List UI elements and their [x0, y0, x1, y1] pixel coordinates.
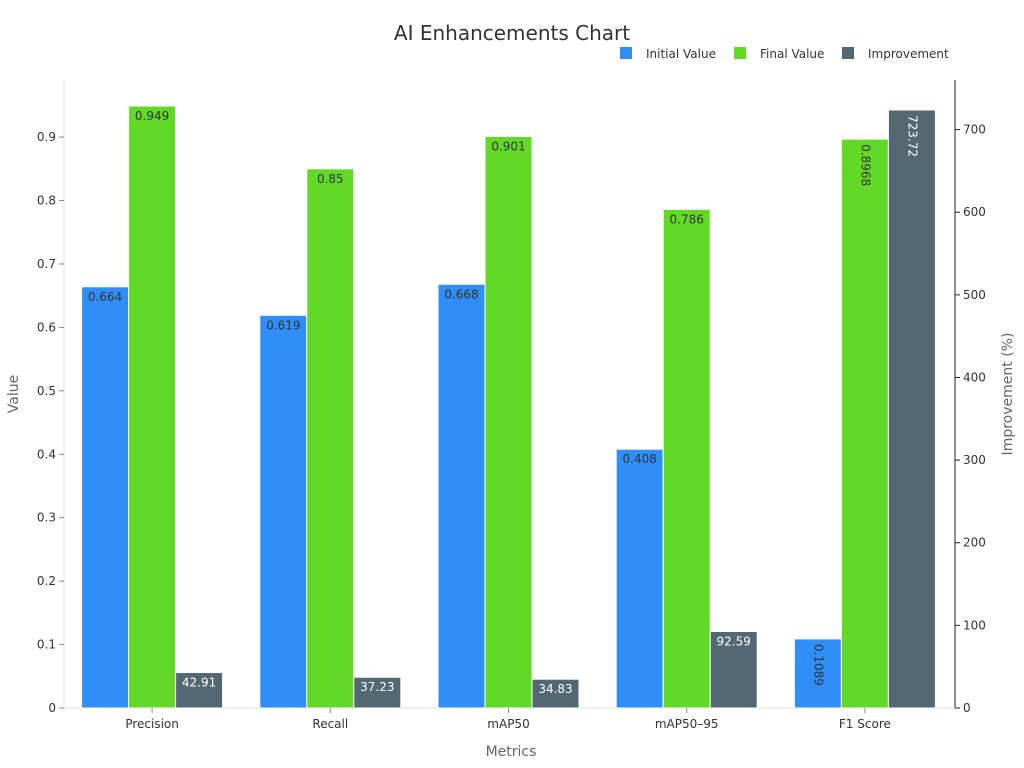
bar-improvement-map50[interactable] [531, 678, 580, 709]
bar-initial-value-map50-95[interactable] [615, 448, 664, 709]
right-y-tick-label: 700 [963, 123, 986, 137]
left-y-tick-label: 0.6 [37, 320, 56, 334]
bar-final-value-map50[interactable] [484, 135, 533, 709]
bar-final-value-map50-95[interactable] [662, 208, 711, 709]
y-axis-label: Value [6, 375, 22, 413]
bar-value-label: 37.23 [360, 680, 394, 694]
bar-value-label: 0.901 [491, 139, 525, 153]
bar-initial-value-precision[interactable] [81, 286, 130, 709]
legend-label-initial-value: Initial Value [646, 47, 716, 61]
left-y-tick-label: 0.3 [37, 511, 56, 525]
left-y-tick-label: 0.8 [37, 194, 56, 208]
bar-improvement-recall[interactable] [353, 676, 402, 709]
right-y-tick-label: 500 [963, 288, 986, 302]
bar-value-label: 0.619 [266, 318, 300, 332]
bar-final-value-f1-score[interactable] [840, 138, 889, 709]
bar-initial-value-recall[interactable] [259, 314, 308, 709]
legend-item-initial-value[interactable]: Initial Value [620, 47, 716, 61]
bar-labels: 0.664 0.949 42.91 0.619 0.85 37.23 0.668 0.901 3… [88, 109, 919, 696]
left-y-tick-label: 0.2 [37, 574, 56, 588]
bar-value-label: 42.91 [182, 676, 216, 690]
left-y-tick-label: 0.1 [37, 638, 56, 652]
bar-value-label: 0.786 [670, 212, 704, 226]
legend: Initial Value Final Value Improvement [620, 47, 949, 61]
x-tick-label-map50: mAP50 [487, 717, 529, 731]
legend-item-improvement[interactable]: Improvement [842, 47, 949, 61]
legend-item-final-value[interactable]: Final Value [734, 47, 824, 61]
bar-value-label: 0.668 [444, 287, 478, 301]
left-y-tick-label: 0.7 [37, 257, 56, 271]
legend-swatch-initial-value [620, 47, 632, 59]
bars [81, 105, 936, 709]
legend-label-final-value: Final Value [760, 47, 824, 61]
left-y-tick-label: 0.4 [37, 447, 56, 461]
bar-value-label: 0.664 [88, 290, 122, 304]
legend-swatch-improvement [842, 47, 854, 59]
x-tick-label-map50-95: mAP50–95 [655, 717, 719, 731]
bar-initial-value-map50[interactable] [437, 283, 486, 709]
x-axis-label: Metrics [486, 744, 537, 760]
x-tick-labels: Precision Recall mAP50 mAP50–95 F1 Score [125, 708, 891, 731]
bar-improvement-f1-score[interactable] [887, 109, 936, 709]
chart-title: AI Enhancements Chart [394, 21, 630, 45]
bar-value-label: 0.1089 [811, 644, 825, 686]
bar-improvement-map50-95[interactable] [709, 630, 758, 709]
x-tick-label-precision: Precision [125, 717, 179, 731]
right-y-tick-label: 300 [963, 453, 986, 467]
bar-initial-value-f1-score[interactable] [793, 638, 842, 709]
left-y-tick-label: 0 [48, 701, 56, 715]
x-tick-label-f1-score: F1 Score [839, 717, 891, 731]
bar-improvement-precision[interactable] [175, 672, 224, 709]
bar-value-label: 0.949 [135, 109, 169, 123]
right-y-tick-label: 600 [963, 205, 986, 219]
bar-value-label: 0.85 [317, 172, 344, 186]
y2-axis-label: Improvement (%) [1000, 333, 1016, 456]
bar-final-value-recall[interactable] [306, 168, 355, 709]
right-y-tick-label: 100 [963, 618, 986, 632]
bar-value-label: 0.408 [623, 452, 657, 466]
bar-final-value-precision[interactable] [128, 105, 177, 709]
left-y-tick-label: 0.9 [37, 130, 56, 144]
legend-swatch-final-value [734, 47, 746, 59]
x-tick-label-recall: Recall [312, 717, 348, 731]
bar-value-label: 723.72 [905, 115, 919, 157]
right-y-tick-label: 400 [963, 370, 986, 384]
right-y-ticks: 0 100 200 300 400 500 600 700 [955, 123, 986, 715]
left-y-tick-label: 0.5 [37, 384, 56, 398]
right-y-tick-label: 200 [963, 536, 986, 550]
bar-value-label: 34.83 [538, 682, 572, 696]
left-y-ticks: 0 0.1 0.2 0.3 0.4 0.5 0.6 0.7 0.8 0.9 [37, 130, 64, 715]
bar-value-label: 0.8968 [858, 144, 872, 186]
right-y-tick-label: 0 [963, 701, 971, 715]
legend-label-improvement: Improvement [868, 47, 949, 61]
bar-value-label: 92.59 [717, 634, 751, 648]
